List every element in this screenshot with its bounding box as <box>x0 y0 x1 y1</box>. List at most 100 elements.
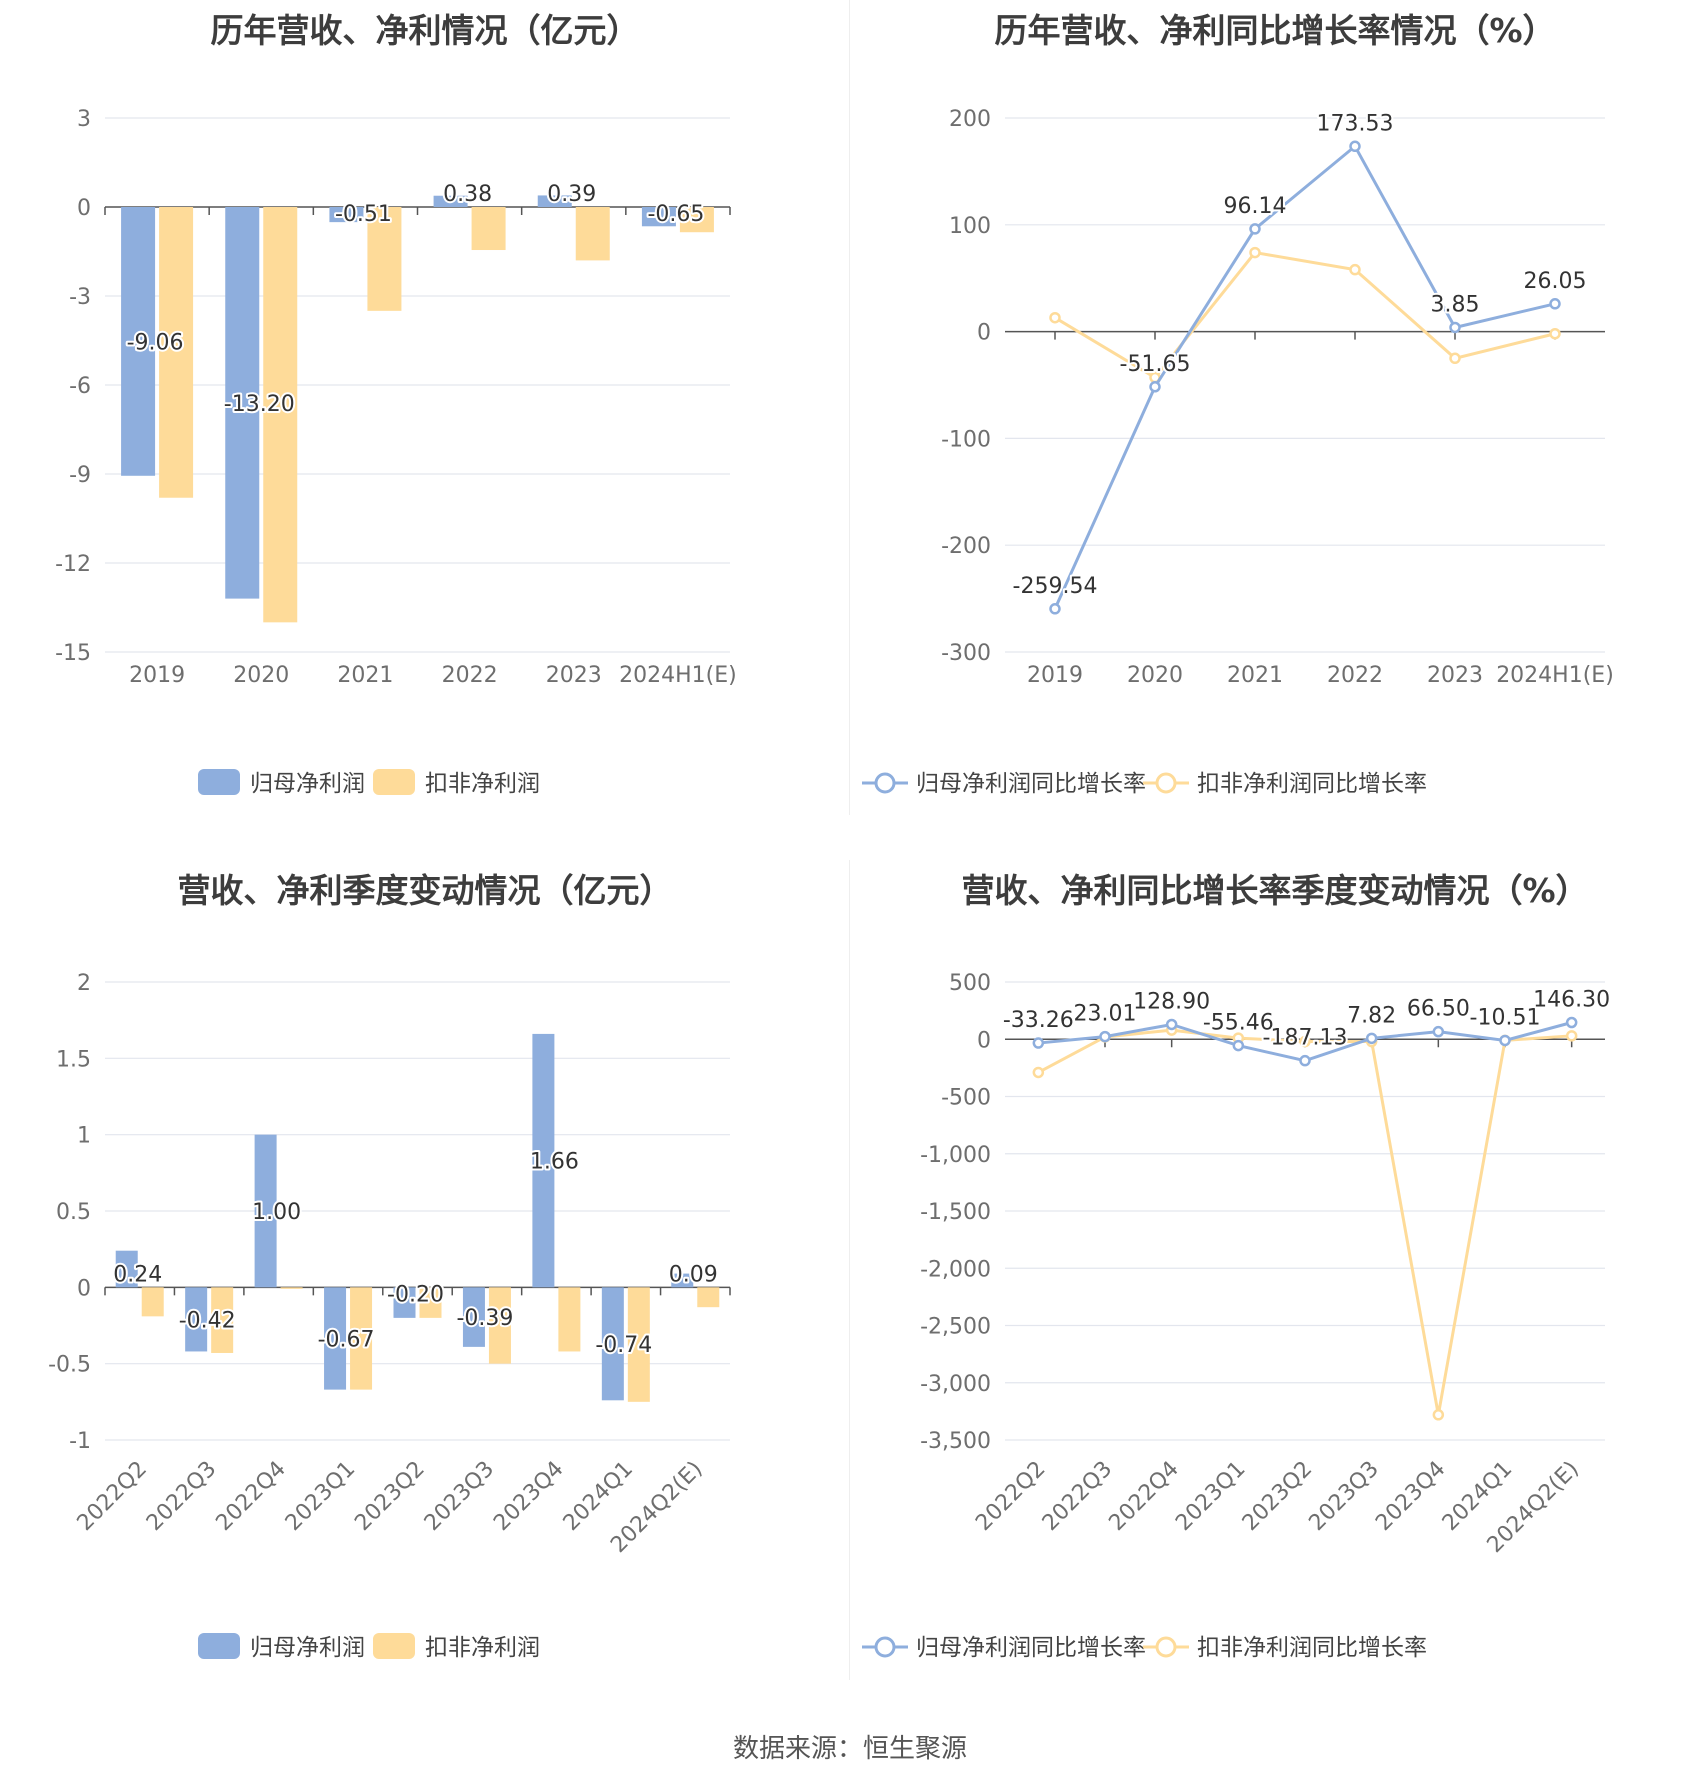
bar <box>324 1287 347 1390</box>
y-tick-label: -12 <box>55 552 91 577</box>
y-tick-label: -15 <box>55 641 91 666</box>
y-tick-label: -6 <box>69 374 91 399</box>
data-label: 3.85 <box>1431 292 1480 317</box>
divider <box>849 0 850 815</box>
bar <box>350 1287 373 1390</box>
bar <box>367 207 402 311</box>
bar <box>254 1134 277 1288</box>
data-label: 1.66 <box>530 1150 579 1175</box>
x-tick-label: 2020 <box>1127 663 1183 688</box>
legend-marker <box>1155 1636 1177 1658</box>
legend-label: 扣非净利润同比增长率 <box>1197 1635 1427 1661</box>
bar <box>159 207 194 498</box>
x-tick-label: 2022Q4 <box>1104 1457 1183 1536</box>
legend-marker <box>874 1636 896 1658</box>
bar <box>471 207 506 251</box>
data-label: 66.50 <box>1407 997 1470 1022</box>
bar <box>671 1273 694 1288</box>
data-point <box>1049 311 1061 324</box>
data-point <box>1149 381 1161 393</box>
y-tick-label: -2,500 <box>920 1315 991 1340</box>
x-tick-label: 2023Q3 <box>1304 1457 1383 1536</box>
data-point <box>1449 352 1461 365</box>
legend-swatch <box>373 1633 415 1659</box>
panel-quarterly-growth: 营收、净利同比增长率季度变动情况（%） 500 0 -500 -1,000 -1,500… <box>850 860 1700 1720</box>
data-point <box>1049 603 1061 615</box>
x-tick-label: 2023Q4 <box>489 1457 568 1536</box>
y-tick-label: -3 <box>69 285 91 310</box>
panel-annual-profit: 历年营收、净利情况（亿元） 3 0 -3 -6 -9 -12 -15 2019 2020 2021… <box>0 0 850 860</box>
series-line <box>1054 250 1556 380</box>
legend-swatch <box>198 1633 240 1659</box>
y-tick-label: -9 <box>69 463 91 488</box>
x-tick-label: 2023Q2 <box>350 1457 429 1536</box>
data-label: -55.46 <box>1203 1011 1274 1036</box>
data-point <box>1299 1035 1311 1048</box>
x-tick-label: 2021 <box>1227 663 1283 688</box>
legend-marker <box>874 772 896 794</box>
y-tick-label: -200 <box>941 534 991 559</box>
bar <box>115 1250 138 1288</box>
y-tick-label: -2,000 <box>920 1257 991 1282</box>
x-tick-label: 2021 <box>337 663 393 688</box>
panel-annual-growth: 历年营收、净利同比增长率情况（%） 200 100 0 -100 -200 -300 201… <box>850 0 1700 860</box>
y-tick-label: -1 <box>69 1429 91 1454</box>
source-label: 数据来源：恒生聚源 <box>732 1734 967 1764</box>
x-tick-label: 2024H1(E) <box>1496 663 1614 688</box>
data-point <box>1032 1066 1045 1079</box>
data-label: -0.67 <box>318 1327 375 1352</box>
data-point <box>1565 1016 1578 1029</box>
y-tick-label: 0 <box>977 321 991 346</box>
legend-label: 归母净利润同比增长率 <box>916 1635 1146 1661</box>
x-tick-label: 2023 <box>546 663 602 688</box>
data-label: -10.51 <box>1470 1005 1541 1030</box>
x-tick-label: 2024H1(E) <box>619 663 737 688</box>
data-label: 1.00 <box>252 1200 301 1225</box>
quarterly-growth-line-chart: 500 0 -500 -1,000 -1,500 -2,000 -2,500 -3,000 -3… <box>862 971 1612 1661</box>
x-tick-label: 2023Q3 <box>420 1457 499 1536</box>
x-tick-label: 2020 <box>233 663 289 688</box>
data-point <box>1432 1025 1445 1038</box>
y-tick-label: 500 <box>949 971 991 996</box>
x-tick-label: 2023Q2 <box>1238 1457 1317 1536</box>
data-point <box>1032 1037 1045 1049</box>
data-label: -0.39 <box>456 1306 513 1331</box>
legend-label: 归母净利润 <box>250 1635 365 1661</box>
y-tick-label: 3 <box>77 107 91 132</box>
data-label: 173.53 <box>1317 111 1394 136</box>
data-label: 128.90 <box>1133 989 1210 1014</box>
bar <box>462 1287 485 1347</box>
data-label: 146.30 <box>1533 987 1610 1012</box>
bar <box>537 195 572 207</box>
data-point <box>1499 1034 1511 1047</box>
divider <box>849 860 850 1680</box>
x-tick-label: 2022Q3 <box>142 1457 221 1536</box>
x-tick-label: 2022Q2 <box>971 1457 1050 1536</box>
bar <box>558 1287 581 1352</box>
legend-label: 扣非净利润 <box>425 771 540 797</box>
y-tick-label: 200 <box>949 107 991 132</box>
y-tick-label: 0.5 <box>56 1200 91 1225</box>
x-tick-label: 2023Q1 <box>1171 1457 1250 1536</box>
bar <box>627 1287 650 1402</box>
data-label: 0.09 <box>669 1262 718 1287</box>
bar <box>121 207 156 476</box>
legend-marker <box>1155 772 1177 794</box>
data-label: -0.74 <box>595 1333 652 1358</box>
y-tick-label: 1.5 <box>56 1047 91 1072</box>
bar <box>211 1287 234 1353</box>
y-tick-label: 1 <box>77 1124 91 1149</box>
bar <box>488 1287 511 1364</box>
y-tick-label: -0.5 <box>48 1353 91 1378</box>
data-label: 0.38 <box>443 182 492 207</box>
x-tick-label: 2022 <box>1327 663 1383 688</box>
y-tick-label: 0 <box>77 1276 91 1301</box>
data-point <box>1365 1032 1378 1045</box>
legend-label: 扣非净利润同比增长率 <box>1197 771 1427 797</box>
data-point <box>1249 223 1261 235</box>
data-point <box>1349 140 1361 153</box>
x-tick-label: 2023Q1 <box>281 1457 360 1536</box>
chart-title: 营收、净利同比增长率季度变动情况（%） <box>961 871 1589 910</box>
x-tick-label: 2019 <box>1027 663 1083 688</box>
legend-swatch <box>198 769 240 795</box>
